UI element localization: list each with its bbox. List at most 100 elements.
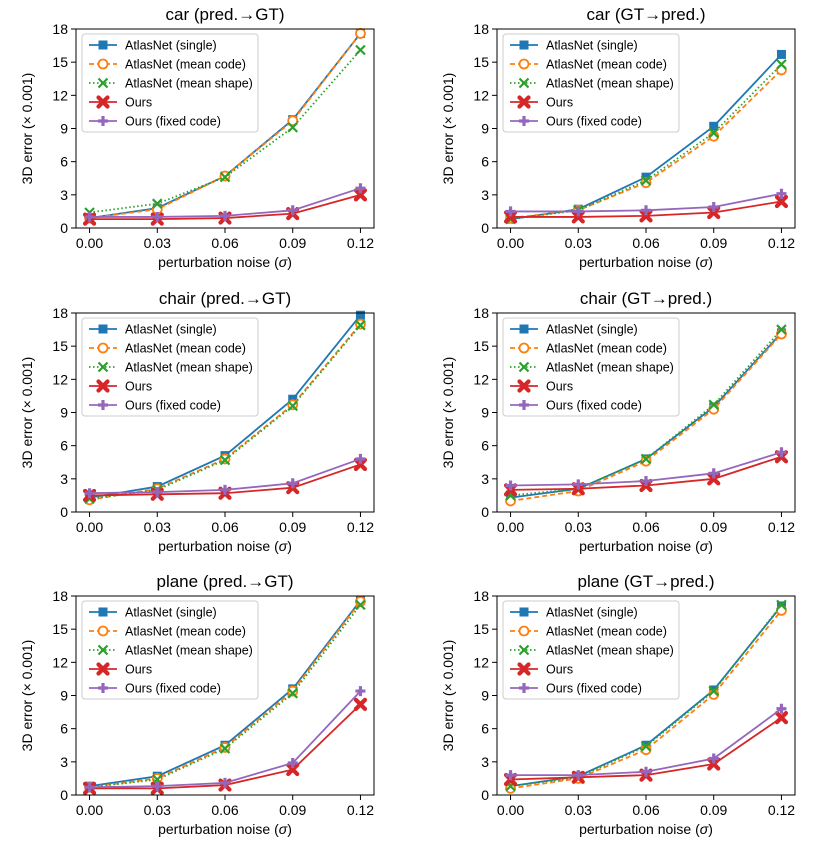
subplot-5: plane (pred.→GT) 0 3 6 9 12 15 18 0.00 0.03 0.06 0.… <box>19 572 375 837</box>
x-tick-label: 0.12 <box>768 235 795 251</box>
data-point <box>774 194 789 209</box>
data-point <box>288 394 298 404</box>
x-tick-label: 0.03 <box>565 519 592 535</box>
data-point <box>355 319 366 331</box>
data-point <box>641 766 651 777</box>
y-tick-label: 12 <box>473 87 489 103</box>
x-tick-label: 0.12 <box>347 235 374 251</box>
data-point <box>355 453 366 464</box>
y-tick-label: 0 <box>60 504 68 520</box>
x-axis-label: perturbation noise (σ) <box>579 254 713 270</box>
data-point <box>220 484 230 495</box>
data-point <box>287 685 299 697</box>
y-tick-label: 18 <box>473 588 489 604</box>
plot-frame <box>75 595 375 796</box>
legend-marker <box>98 324 108 334</box>
x-tick-label: 0.06 <box>211 519 238 535</box>
x-tick-label: 0.00 <box>497 802 524 818</box>
plot-frame <box>496 312 796 513</box>
y-tick-label: 6 <box>481 438 489 454</box>
x-axis-label-sigma: σ <box>700 821 709 837</box>
subplot-title: chair (pred.→GT) <box>159 289 291 308</box>
data-point <box>287 122 299 133</box>
x-tick-label: 0.03 <box>144 235 171 251</box>
y-tick-label: 3 <box>481 187 489 203</box>
legend-marker <box>97 625 109 637</box>
data-point <box>287 205 298 216</box>
x-tick-label: 0.00 <box>497 235 524 251</box>
legend-label: Ours (fixed code) <box>546 115 642 129</box>
y-tick-label: 6 <box>481 154 489 170</box>
data-point <box>220 777 230 788</box>
legend-marker <box>97 77 109 89</box>
legend-marker <box>98 400 108 410</box>
x-tick-label: 0.12 <box>347 519 374 535</box>
legend-label: AtlasNet (mean shape) <box>125 77 253 91</box>
data-point <box>287 115 299 127</box>
y-tick-label: 3 <box>60 471 68 487</box>
legend-box <box>81 317 259 417</box>
x-tick-label: 0.12 <box>768 802 795 818</box>
legend: AtlasNet (single) AtlasNet (mean code) Atl… <box>502 33 680 133</box>
y-tick-label: 9 <box>481 405 489 421</box>
y-tick-label: 18 <box>473 21 489 37</box>
legend-label: AtlasNet (mean code) <box>125 625 246 639</box>
legend-box <box>502 317 680 417</box>
data-point <box>708 201 719 212</box>
legend-label: Ours (fixed code) <box>125 399 221 413</box>
y-axis-label: 3D error (× 0.001) <box>440 640 456 752</box>
data-point <box>151 198 163 209</box>
legend-label: Ours <box>546 663 573 677</box>
data-point <box>355 183 366 194</box>
x-tick-label: 0.09 <box>279 519 306 535</box>
data-point <box>573 206 584 217</box>
data-point <box>353 457 368 472</box>
legend-marker <box>98 40 108 50</box>
data-point <box>355 28 366 39</box>
legend-marker <box>96 662 110 676</box>
data-point <box>776 599 787 611</box>
data-point <box>641 172 651 182</box>
y-tick-label: 12 <box>52 371 68 387</box>
legend-label: AtlasNet (single) <box>125 606 217 620</box>
x-tick-label: 0.03 <box>144 519 171 535</box>
data-point <box>708 685 720 697</box>
data-point <box>353 697 368 711</box>
y-tick-label: 18 <box>52 21 68 37</box>
legend-marker <box>98 607 108 617</box>
y-tick-label: 3 <box>60 754 68 770</box>
legend-label: Ours <box>125 96 152 110</box>
x-tick-label: 0.06 <box>632 519 659 535</box>
legend-label: Ours (fixed code) <box>546 399 642 413</box>
y-tick-label: 15 <box>52 54 68 70</box>
data-point <box>355 686 366 697</box>
legend-marker <box>519 683 529 693</box>
data-point <box>505 770 516 781</box>
legend-label: AtlasNet (mean shape) <box>546 77 674 91</box>
data-point <box>219 171 231 183</box>
plot-frame <box>496 595 796 796</box>
data-point <box>355 599 366 611</box>
x-axis-label-text: perturbation noise ( <box>579 821 700 837</box>
y-tick-label: 9 <box>60 121 68 137</box>
data-point <box>641 476 651 487</box>
legend: AtlasNet (single) AtlasNet (mean code) Atl… <box>81 317 259 417</box>
plot-frame <box>75 312 375 513</box>
series-line <box>510 328 783 497</box>
legend-marker <box>97 58 109 70</box>
series-line <box>510 63 783 221</box>
legend-marker <box>518 644 530 656</box>
legend-box <box>502 600 680 700</box>
legend: AtlasNet (single) AtlasNet (mean code) Atl… <box>81 33 259 133</box>
subplot-3: chair (pred.→GT) 0 3 6 9 12 15 18 0.00 0.03 0.06 0.… <box>19 289 375 554</box>
y-axis-label: 3D error (× 0.001) <box>19 357 35 469</box>
y-tick-label: 0 <box>481 220 489 236</box>
subplot-2: car (GT→pred.) 0 3 6 9 12 15 18 0.00 0.03 0.06 0.09… <box>440 5 796 270</box>
y-tick-label: 15 <box>473 338 489 354</box>
data-point <box>287 400 299 412</box>
x-axis-label-text: perturbation noise ( <box>158 538 279 554</box>
legend-label: Ours <box>546 96 573 110</box>
data-point <box>286 762 300 777</box>
legend-marker <box>519 324 529 334</box>
x-tick-label: 0.00 <box>76 519 103 535</box>
